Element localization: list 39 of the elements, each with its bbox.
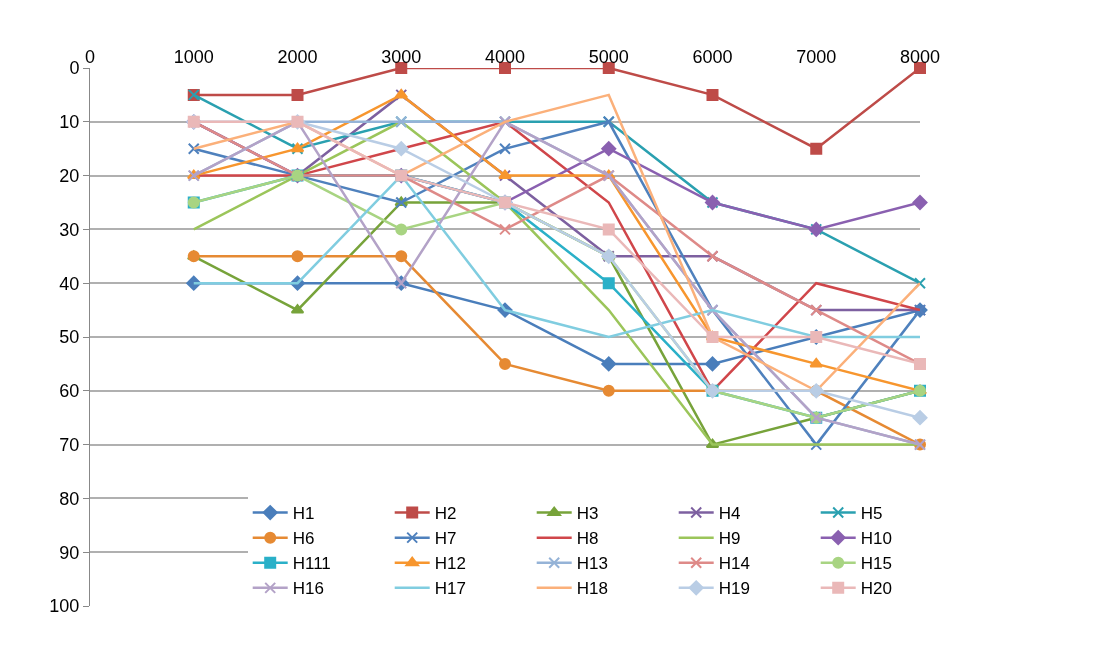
x-tick-label: 3000 <box>381 47 422 68</box>
y-tick-label: 50 <box>59 327 80 348</box>
legend-label: H2 <box>434 504 457 524</box>
legend-label: H1 <box>292 504 315 524</box>
y-tick-label: 80 <box>59 488 80 509</box>
y-tick-label: 60 <box>59 381 80 402</box>
x-tick-label: 2000 <box>277 47 318 68</box>
y-tick-label: 100 <box>49 596 80 617</box>
y-tick-label: 20 <box>59 165 80 186</box>
legend-label: H20 <box>860 579 892 599</box>
y-tick-label: 70 <box>59 434 80 455</box>
legend-label: H17 <box>434 579 466 599</box>
x-tick-label: 5000 <box>588 47 629 68</box>
x-tick-label: 4000 <box>484 47 526 68</box>
x-tick-label: 8000 <box>899 47 941 68</box>
x-tick-label: 0 <box>84 47 96 68</box>
y-tick-label: 10 <box>59 112 80 133</box>
legend-label: H16 <box>292 579 324 599</box>
x-tick-label: 6000 <box>692 47 733 68</box>
legend-label: H3 <box>576 504 599 524</box>
legend-label: H4 <box>718 504 741 524</box>
legend-label: H12 <box>434 554 466 574</box>
legend-label: H18 <box>576 579 608 599</box>
legend-label: H14 <box>718 554 750 574</box>
legend-label: H6 <box>292 529 315 549</box>
legend-label: H13 <box>576 554 608 574</box>
y-tick-label: 30 <box>59 219 80 240</box>
legend-label: H9 <box>718 529 741 549</box>
legend-label: H5 <box>860 504 883 524</box>
y-tick-label: 40 <box>59 273 80 294</box>
legend-label: H19 <box>718 579 750 599</box>
legend-label: H111 <box>292 554 331 574</box>
x-tick-label: 7000 <box>796 47 837 68</box>
legend-label: H10 <box>860 529 892 549</box>
legend-label: H7 <box>434 529 457 549</box>
y-tick-label: 90 <box>59 542 80 563</box>
legend-label: H15 <box>860 554 892 574</box>
x-tick-label: 1000 <box>173 47 214 68</box>
legend-label: H8 <box>576 529 599 549</box>
